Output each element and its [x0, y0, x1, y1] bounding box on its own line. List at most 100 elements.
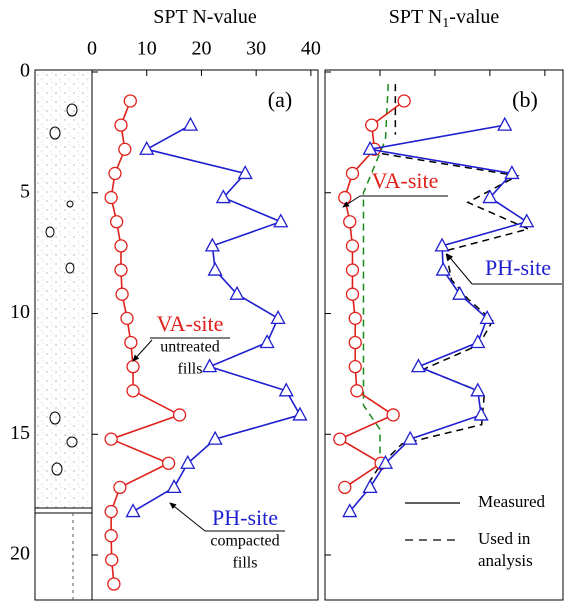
title-text: SPT N-value	[153, 6, 257, 28]
point	[237, 165, 253, 180]
panel-label: (b)	[512, 87, 538, 112]
point	[377, 454, 394, 469]
panel-label: (a)	[268, 87, 292, 112]
point	[107, 577, 121, 591]
analysis-line	[368, 150, 531, 483]
point	[397, 94, 411, 108]
label-arrow	[169, 502, 206, 532]
point	[215, 189, 231, 204]
y-tick-label: 0	[20, 60, 30, 82]
point	[114, 118, 128, 132]
point	[204, 237, 220, 252]
point	[342, 503, 358, 518]
point	[470, 382, 486, 397]
point	[348, 335, 362, 350]
point	[350, 384, 364, 398]
legend-label: analysis	[478, 551, 533, 570]
point	[125, 503, 141, 518]
point	[207, 261, 223, 276]
site-label: PH-site	[485, 255, 551, 280]
point	[124, 335, 138, 350]
point	[365, 118, 379, 132]
point	[126, 359, 140, 374]
point	[126, 384, 140, 398]
point	[182, 116, 199, 131]
point	[180, 454, 196, 469]
x-tick-label: 30	[246, 38, 266, 60]
site-label: PH-site	[212, 505, 278, 530]
point	[123, 94, 137, 108]
x-tick-label: 20	[191, 38, 211, 60]
point	[338, 190, 352, 205]
point	[345, 287, 360, 301]
point	[104, 190, 118, 205]
point	[362, 140, 378, 155]
x-tick-label: 10	[137, 38, 157, 60]
point	[118, 142, 132, 156]
site-note: fills	[233, 555, 258, 572]
point	[410, 358, 427, 373]
site-note: compacted	[210, 533, 279, 550]
plot-frame	[324, 69, 564, 601]
point	[473, 406, 489, 421]
point	[105, 553, 119, 567]
y-tick-label: 10	[10, 301, 30, 323]
point	[519, 213, 535, 228]
point	[120, 311, 134, 325]
analysis-line	[362, 84, 389, 464]
label-arrow	[342, 195, 361, 208]
point	[470, 334, 486, 349]
point	[202, 358, 218, 373]
point	[161, 456, 176, 470]
site-note: untreated	[160, 339, 220, 356]
legend-label: Used in	[478, 529, 531, 548]
point	[273, 213, 289, 228]
point	[402, 430, 418, 445]
point	[114, 239, 128, 253]
point	[292, 406, 308, 421]
point	[270, 309, 286, 324]
point	[207, 430, 223, 445]
plot-frame	[91, 69, 319, 601]
point	[338, 480, 352, 495]
y-tick-label: 5	[20, 180, 30, 202]
point	[504, 165, 520, 180]
point	[113, 480, 127, 495]
point	[345, 263, 360, 277]
point	[362, 479, 378, 494]
x-tick-label: 0	[87, 38, 97, 60]
point	[259, 334, 275, 349]
axis-title: SPT N1-value	[389, 6, 500, 32]
point	[343, 215, 357, 229]
point	[139, 140, 155, 155]
site-note: fills	[178, 361, 203, 378]
point	[278, 382, 294, 397]
point	[452, 285, 468, 300]
point	[109, 215, 124, 229]
point	[104, 432, 118, 446]
point	[114, 263, 128, 277]
title-subscript: 1	[442, 16, 449, 31]
title-suffix: -value	[449, 6, 499, 28]
soil-column	[34, 69, 93, 601]
legend-label: Measured	[478, 492, 546, 511]
point	[435, 261, 451, 276]
point	[497, 116, 513, 131]
point	[345, 166, 360, 181]
point	[345, 239, 360, 253]
point	[348, 311, 362, 325]
point	[479, 309, 495, 324]
point	[434, 237, 450, 252]
site-label: VA-site	[157, 311, 224, 336]
point	[104, 504, 118, 519]
axis-title: SPT N-value	[153, 6, 257, 28]
label-arrow	[446, 253, 473, 285]
point	[348, 359, 362, 374]
point	[115, 287, 129, 301]
point	[104, 529, 118, 543]
point	[386, 408, 400, 422]
y-tick-label: 20	[10, 543, 30, 565]
point	[482, 189, 498, 204]
